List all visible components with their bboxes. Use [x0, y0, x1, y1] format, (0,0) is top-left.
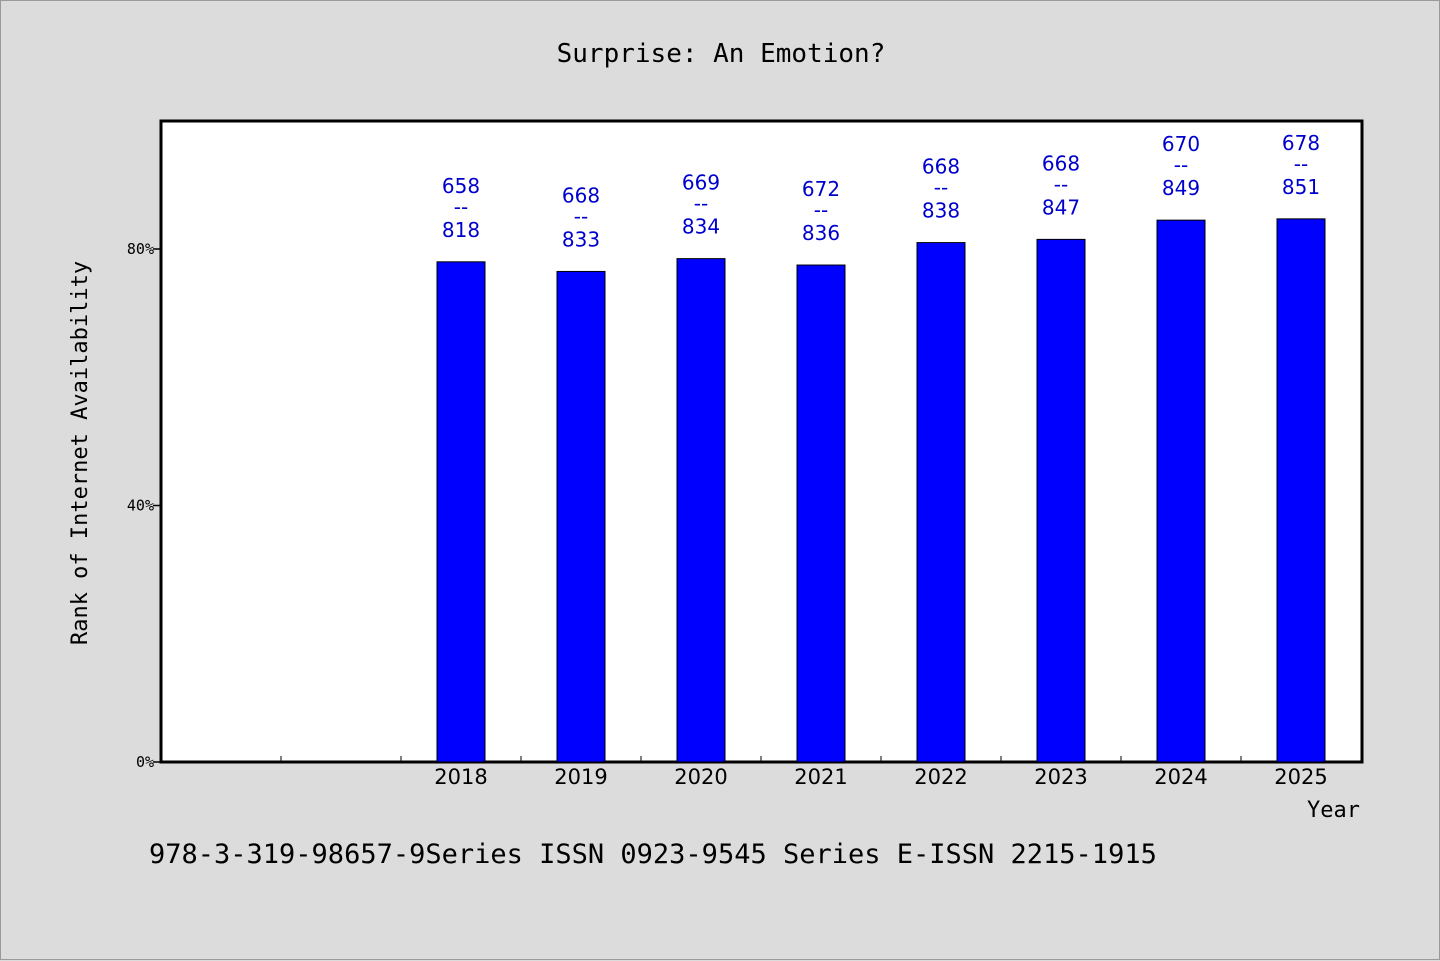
x-axis-label: Year: [1307, 798, 1360, 823]
x-tick-label: 2025: [1274, 765, 1327, 789]
data-label-separator: --: [694, 192, 708, 216]
bar-2021: [796, 264, 846, 763]
footer-isbn-issn: 978-3-319-98657-9Series ISSN 0923-9545 S…: [149, 839, 1157, 870]
x-axis: 2018 2019 2020 2021 2022 2023 2024 2025: [280, 756, 1328, 789]
data-label-2024: 670--849: [1162, 132, 1200, 200]
x-tick-label: 2021: [794, 765, 847, 789]
data-label-high: 818: [442, 218, 480, 242]
y-axis: 0% 40% 80%: [127, 240, 161, 771]
bar-2022: [916, 242, 966, 763]
data-label-2018: 658--818: [442, 174, 480, 242]
bar-2023: [1036, 238, 1086, 763]
data-label-high: 834: [682, 215, 720, 239]
data-label-low: 672: [802, 177, 840, 201]
data-label-low: 658: [442, 174, 480, 198]
x-tick-label: 2020: [674, 765, 727, 789]
bar-series: [436, 218, 1326, 763]
bar-2019: [556, 270, 606, 763]
data-label-2020: 669--834: [682, 171, 720, 239]
data-labels: 658--818668--833669--834672--836668--838…: [442, 131, 1320, 252]
bar-2024: [1156, 219, 1206, 763]
data-label-2023: 668--847: [1042, 151, 1080, 219]
y-tick-label: 80%: [127, 240, 154, 258]
chart-title: Surprise: An Emotion?: [557, 39, 886, 69]
bar-2025: [1276, 218, 1326, 763]
data-label-high: 833: [562, 227, 600, 251]
data-label-high: 838: [922, 199, 960, 223]
x-tick-label: 2019: [554, 765, 607, 789]
data-label-2019: 668--833: [562, 183, 600, 251]
data-label-separator: --: [454, 195, 468, 219]
bar-2020: [676, 258, 726, 763]
data-label-high: 847: [1042, 195, 1080, 219]
x-tick-label: 2022: [914, 765, 967, 789]
data-label-separator: --: [1054, 172, 1068, 196]
data-label-low: 670: [1162, 132, 1200, 156]
data-label-2025: 678--851: [1282, 131, 1320, 199]
data-label-low: 668: [922, 155, 960, 179]
data-label-low: 668: [1042, 151, 1080, 175]
x-tick-label: 2024: [1154, 765, 1207, 789]
data-label-2021: 672--836: [802, 177, 840, 245]
y-tick-label: 40%: [127, 497, 154, 515]
y-tick-label: 0%: [136, 753, 154, 771]
data-label-high: 849: [1162, 176, 1200, 200]
y-axis-label: Rank of Internet Availability: [68, 261, 93, 645]
x-tick-label: 2018: [434, 765, 487, 789]
data-label-separator: --: [1294, 152, 1308, 176]
data-label-low: 669: [682, 171, 720, 195]
data-label-separator: --: [814, 198, 828, 222]
data-label-separator: --: [1174, 153, 1188, 177]
bar-2018: [436, 261, 486, 763]
data-label-separator: --: [574, 204, 588, 228]
x-tick-label: 2023: [1034, 765, 1087, 789]
data-label-2022: 668--838: [922, 155, 960, 223]
data-label-high: 836: [802, 221, 840, 245]
data-label-high: 851: [1282, 175, 1320, 199]
data-label-low: 668: [562, 183, 600, 207]
data-label-separator: --: [934, 176, 948, 200]
data-label-low: 678: [1282, 131, 1320, 155]
